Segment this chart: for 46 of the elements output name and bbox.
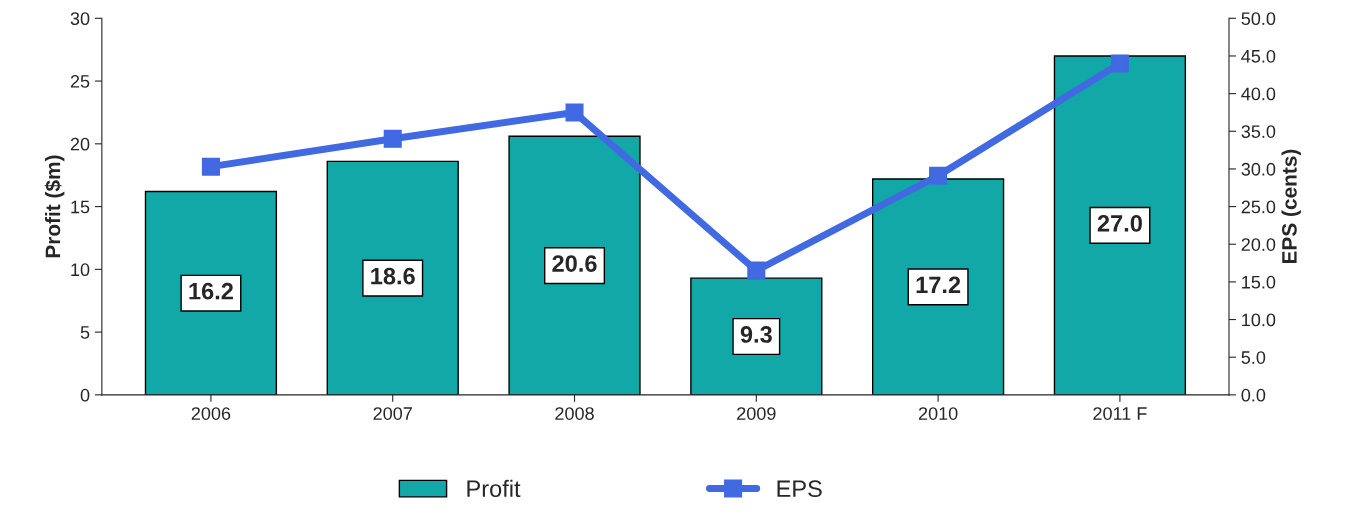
bar [508,135,641,395]
y-tick-label: 25 [70,75,90,88]
y-tick-label: 0 [80,388,90,402]
data-label: 27.0 [1097,215,1142,232]
point [201,157,220,176]
y2-tick-label: 25.0 [1241,200,1276,214]
data-label: 20.6 [552,255,597,272]
point [1110,54,1129,73]
y2-tick-label: 45.0 [1241,49,1276,63]
y-tick-label: 20 [70,137,90,151]
y2-tick-label: 0.0 [1241,388,1266,402]
y2-tick-label: 35.0 [1241,125,1276,138]
point [565,103,584,122]
legend-label: Profit [467,479,521,498]
bar [1053,55,1187,395]
data-label: 18.6 [371,267,415,285]
y2-tick-label: 5.0 [1241,351,1266,364]
x-tick-label: 2011 F [1093,407,1147,420]
bar [871,178,1005,395]
y-tick-label: 30 [70,12,90,26]
data-label: 9.3 [740,326,772,343]
y2-axis-title: EPS (cents) [1281,149,1301,264]
data-label: 17.2 [916,276,961,294]
y-axis-title: Profit ($m) [44,155,65,258]
y2-tick-label: 50.0 [1241,12,1276,26]
y-tick-label: 15 [71,200,90,214]
y2-tick-label: 30.0 [1241,162,1276,176]
y-tick-label: 10 [71,263,90,277]
point [383,129,402,148]
y2-tick-label: 15.0 [1242,275,1276,289]
y2-tick-label: 10.0 [1242,313,1276,327]
x-tick-label: 2007 [373,407,412,420]
bar [690,277,823,395]
x-tick-label: 2009 [737,407,776,420]
legend-label: EPS [777,480,822,498]
data-label: 16.2 [189,282,233,300]
x-tick-label: 2008 [555,407,594,420]
point [747,261,766,280]
y-tick-label: 5 [80,326,90,339]
y2-tick-label: 40.0 [1241,87,1276,101]
point [929,166,948,185]
x-tick-label: 2006 [191,407,231,420]
y2-tick-label: 20.0 [1241,238,1276,251]
bar [326,160,459,395]
bar [144,190,278,395]
x-tick-label: 2010 [918,407,958,420]
